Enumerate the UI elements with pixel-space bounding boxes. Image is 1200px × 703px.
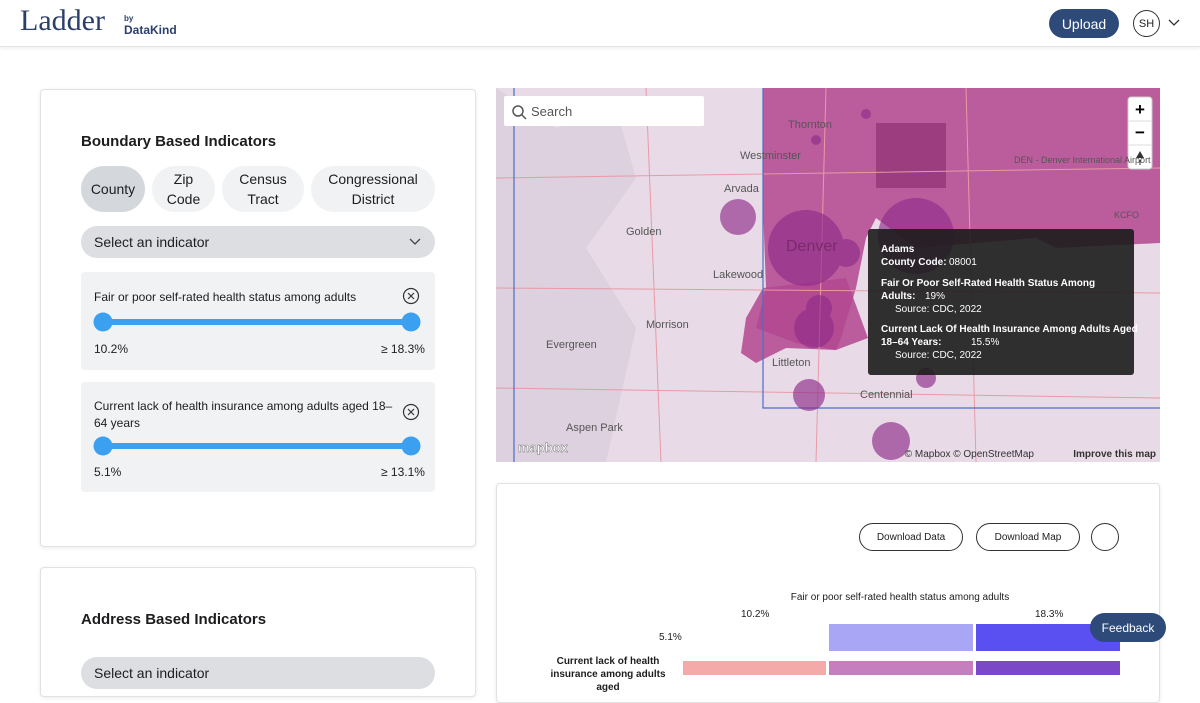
- avatar[interactable]: SH: [1133, 10, 1160, 37]
- logo[interactable]: Ladder: [20, 4, 105, 37]
- legend-y-label: 5.1%: [659, 632, 682, 643]
- tab[interactable]: Zip Code: [152, 166, 215, 212]
- place-label: Littleton: [772, 357, 811, 369]
- tooltip-name: Adams: [881, 244, 915, 255]
- legend-cell: [976, 661, 1120, 675]
- tooltip-source: Source: CDC, 2022: [895, 350, 982, 361]
- filter-label: Current lack of health insurance among a…: [94, 399, 393, 430]
- place-label: Morrison: [646, 319, 689, 331]
- legend-cell: [829, 661, 973, 675]
- improve-map[interactable]: Improve this map: [1073, 449, 1156, 460]
- zoom-out[interactable]: −: [1135, 123, 1145, 142]
- tooltip-indicator: Fair Or Poor Self-Rated Health Status Am…: [881, 278, 1095, 302]
- zoom-in[interactable]: +: [1135, 100, 1145, 119]
- logo-by: by: [124, 14, 134, 23]
- chevron: [409, 238, 421, 245]
- download-data-button[interactable]: Download Data: [859, 523, 963, 551]
- filter-max: ≥ 18.3%: [381, 342, 425, 356]
- slider-thumb[interactable]: [93, 436, 113, 456]
- section-title: Address Based Indicators: [81, 611, 267, 628]
- legend-x-label: 10.2%: [741, 609, 770, 620]
- tooltip-source: Source: CDC, 2022: [895, 304, 982, 315]
- mapbox-logo: mapbox: [518, 440, 569, 455]
- place-label: Golden: [626, 226, 661, 238]
- place-label: Westminster: [740, 150, 801, 162]
- filter: [81, 382, 435, 492]
- chevron[interactable]: [1168, 18, 1180, 28]
- place-label: Denver: [786, 238, 838, 255]
- fullscreen-button[interactable]: [1091, 523, 1119, 551]
- place-label: Arvada: [724, 183, 760, 195]
- bivariate-legend: [683, 624, 1120, 675]
- tooltip: [868, 229, 1134, 375]
- sliders: [93, 287, 421, 456]
- feedback-button[interactable]: Feedback: [1090, 613, 1166, 642]
- attribution: © Mapbox © OpenStreetMap: [905, 449, 1035, 460]
- filter-min: 10.2%: [94, 342, 129, 356]
- legend-cell: [829, 624, 973, 651]
- tooltip-code-label: County Code:: [881, 257, 947, 268]
- section-title: Boundary Based Indicators: [81, 133, 277, 150]
- legend-title: Fair or poor self-rated health status am…: [790, 592, 1010, 603]
- logo-brand: DataKind: [124, 23, 177, 37]
- place-label: Thornton: [788, 119, 832, 131]
- tooltip-value: 15.5%: [971, 337, 999, 348]
- upload-button[interactable]: Upload: [1049, 9, 1119, 38]
- button-text: Download Data: [876, 531, 946, 543]
- legend-cell: [683, 661, 826, 675]
- remove-filter[interactable]: [402, 403, 420, 421]
- filter-label: Fair or poor self-rated health status am…: [94, 290, 357, 304]
- map-search[interactable]: [504, 96, 704, 126]
- download-map-button[interactable]: Download Map: [976, 523, 1080, 551]
- tooltip-value: 19%: [925, 291, 945, 302]
- tab[interactable]: Congressional District: [311, 166, 435, 212]
- zoom-controls[interactable]: [1127, 96, 1153, 170]
- place-label: Evergreen: [546, 339, 597, 351]
- tab[interactable]: Census Tract: [222, 166, 304, 212]
- filter-min: 5.1%: [94, 465, 122, 479]
- slider-thumb[interactable]: [93, 312, 113, 332]
- header: Ladder by DataKind Upload SH: [0, 0, 1200, 47]
- indicator-select[interactable]: Select an indicator: [81, 226, 435, 258]
- place-label: DEN - Denver International Airport: [1014, 155, 1151, 165]
- legend-x-label: 18.3%: [1035, 609, 1064, 620]
- tooltip-indicator: Current Lack Of Health Insurance Among A…: [881, 324, 1138, 348]
- filter-max: ≥ 13.1%: [381, 465, 425, 479]
- remove-filter[interactable]: [402, 287, 420, 305]
- place-label: Lakewood: [713, 269, 763, 281]
- map[interactable]: Thornton Westminster Arvada Golden Denver Lak…: [496, 88, 1160, 462]
- place-label: KCFO: [1114, 210, 1139, 220]
- indicator-select[interactable]: Select an indicator: [81, 657, 435, 689]
- tooltip-code: 08001: [949, 257, 977, 268]
- place-label: Aspen Park: [566, 422, 623, 434]
- slider-thumb[interactable]: [401, 436, 421, 456]
- button-text: Download Map: [994, 531, 1062, 543]
- tab[interactable]: County: [81, 166, 145, 212]
- slider-thumb[interactable]: [401, 312, 421, 332]
- search-placeholder[interactable]: Search: [531, 104, 572, 119]
- place-label: Centennial: [860, 389, 913, 401]
- select-text: Select an indicator: [94, 665, 210, 681]
- slider-track: [103, 443, 411, 449]
- select-text: Select an indicator: [94, 234, 210, 250]
- slider-track: [103, 319, 411, 325]
